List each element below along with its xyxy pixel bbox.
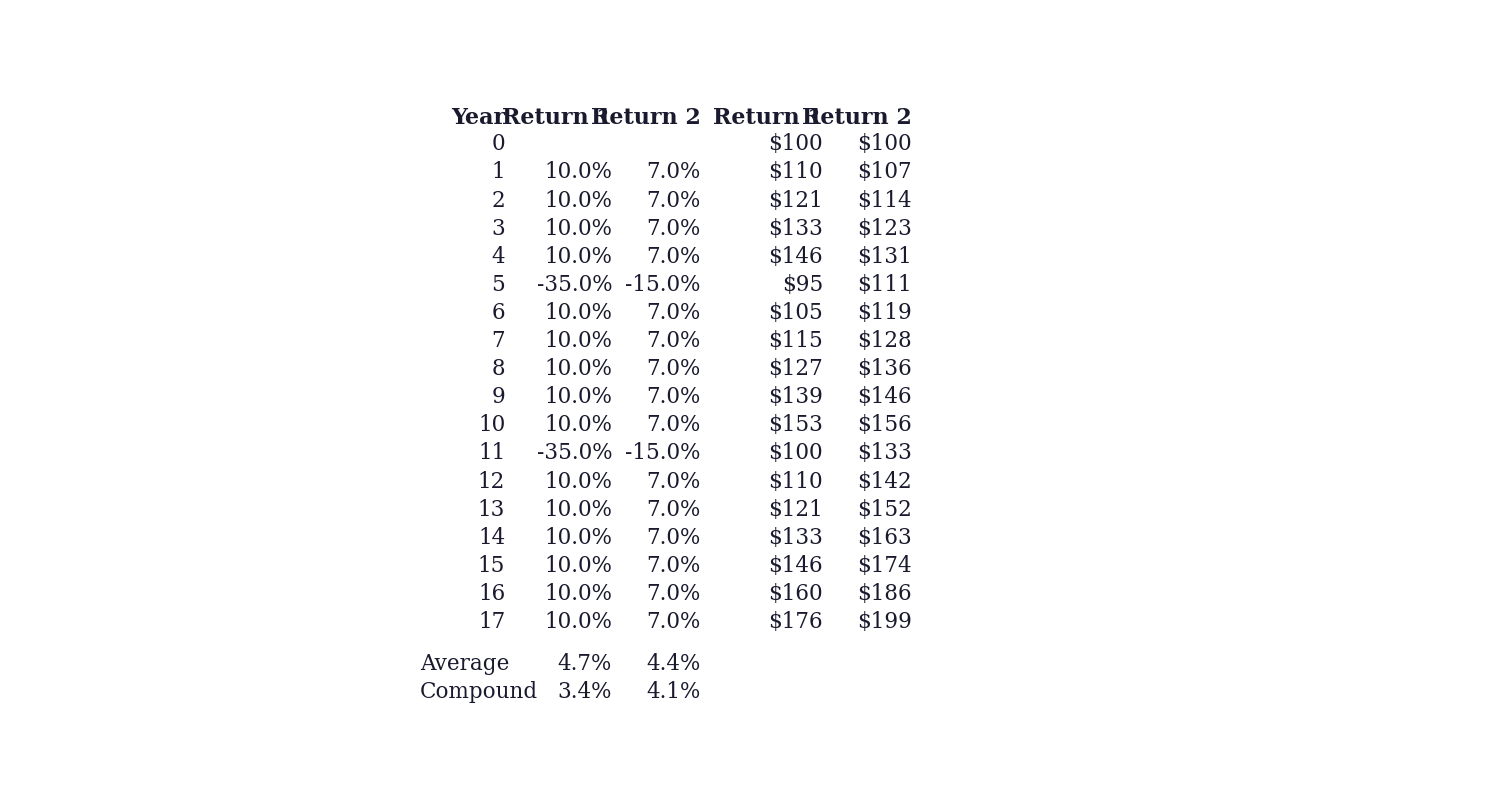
Text: 4.1%: 4.1% [646,681,700,703]
Text: $139: $139 [768,386,824,408]
Text: Return 2: Return 2 [802,107,912,129]
Text: Return 1: Return 1 [712,107,824,129]
Text: Compound: Compound [420,681,538,703]
Text: $199: $199 [858,611,912,633]
Text: 14: 14 [478,527,506,549]
Text: 12: 12 [478,470,506,493]
Text: $142: $142 [858,470,912,493]
Text: $121: $121 [768,189,824,211]
Text: Return 2: Return 2 [591,107,700,129]
Text: $186: $186 [858,583,912,605]
Text: 10.0%: 10.0% [544,302,612,324]
Text: $127: $127 [768,358,824,380]
Text: 10.0%: 10.0% [544,470,612,493]
Text: 10.0%: 10.0% [544,218,612,240]
Text: 10.0%: 10.0% [544,386,612,408]
Text: 2: 2 [492,189,506,211]
Text: 7.0%: 7.0% [646,527,700,549]
Text: 7.0%: 7.0% [646,555,700,577]
Text: 7.0%: 7.0% [646,218,700,240]
Text: $152: $152 [858,499,912,520]
Text: 4: 4 [492,246,506,268]
Text: 13: 13 [478,499,506,520]
Text: $95: $95 [782,274,824,296]
Text: $176: $176 [768,611,824,633]
Text: 10.0%: 10.0% [544,358,612,380]
Text: $100: $100 [768,443,824,464]
Text: 10.0%: 10.0% [544,583,612,605]
Text: 10.0%: 10.0% [544,330,612,352]
Text: 10.0%: 10.0% [544,555,612,577]
Text: $160: $160 [768,583,824,605]
Text: $146: $146 [768,246,824,268]
Text: $133: $133 [768,218,824,240]
Text: 7.0%: 7.0% [646,611,700,633]
Text: $146: $146 [858,386,912,408]
Text: $107: $107 [858,162,912,184]
Text: $128: $128 [858,330,912,352]
Text: 10.0%: 10.0% [544,246,612,268]
Text: 0: 0 [492,133,506,155]
Text: $100: $100 [858,133,912,155]
Text: 15: 15 [478,555,506,577]
Text: 7.0%: 7.0% [646,414,700,436]
Text: $174: $174 [858,555,912,577]
Text: 7.0%: 7.0% [646,189,700,211]
Text: 7.0%: 7.0% [646,386,700,408]
Text: $121: $121 [768,499,824,520]
Text: $153: $153 [768,414,824,436]
Text: -15.0%: -15.0% [626,443,701,464]
Text: -35.0%: -35.0% [537,443,612,464]
Text: $110: $110 [768,470,824,493]
Text: 7.0%: 7.0% [646,302,700,324]
Text: $146: $146 [768,555,824,577]
Text: 3.4%: 3.4% [558,681,612,703]
Text: Year: Year [452,107,506,129]
Text: Average: Average [420,653,510,675]
Text: 10.0%: 10.0% [544,611,612,633]
Text: 10.0%: 10.0% [544,162,612,184]
Text: -15.0%: -15.0% [626,274,701,296]
Text: $100: $100 [768,133,824,155]
Text: 7.0%: 7.0% [646,583,700,605]
Text: 10.0%: 10.0% [544,189,612,211]
Text: -35.0%: -35.0% [537,274,612,296]
Text: 6: 6 [492,302,506,324]
Text: $105: $105 [768,302,824,324]
Text: $111: $111 [858,274,912,296]
Text: $156: $156 [858,414,912,436]
Text: $119: $119 [858,302,912,324]
Text: 9: 9 [492,386,506,408]
Text: 7.0%: 7.0% [646,358,700,380]
Text: 7.0%: 7.0% [646,246,700,268]
Text: $133: $133 [858,443,912,464]
Text: 7.0%: 7.0% [646,470,700,493]
Text: 4.7%: 4.7% [558,653,612,675]
Text: $115: $115 [768,330,824,352]
Text: 10.0%: 10.0% [544,527,612,549]
Text: 4.4%: 4.4% [646,653,700,675]
Text: $133: $133 [768,527,824,549]
Text: $131: $131 [858,246,912,268]
Text: 10: 10 [478,414,506,436]
Text: 8: 8 [492,358,506,380]
Text: 10.0%: 10.0% [544,499,612,520]
Text: 7: 7 [492,330,506,352]
Text: 3: 3 [492,218,506,240]
Text: $136: $136 [858,358,912,380]
Text: Return 1: Return 1 [503,107,612,129]
Text: $114: $114 [858,189,912,211]
Text: $123: $123 [858,218,912,240]
Text: 5: 5 [492,274,506,296]
Text: 10.0%: 10.0% [544,414,612,436]
Text: $163: $163 [858,527,912,549]
Text: 17: 17 [478,611,506,633]
Text: 16: 16 [478,583,506,605]
Text: 7.0%: 7.0% [646,499,700,520]
Text: $110: $110 [768,162,824,184]
Text: 11: 11 [478,443,506,464]
Text: 7.0%: 7.0% [646,162,700,184]
Text: 1: 1 [492,162,506,184]
Text: 7.0%: 7.0% [646,330,700,352]
